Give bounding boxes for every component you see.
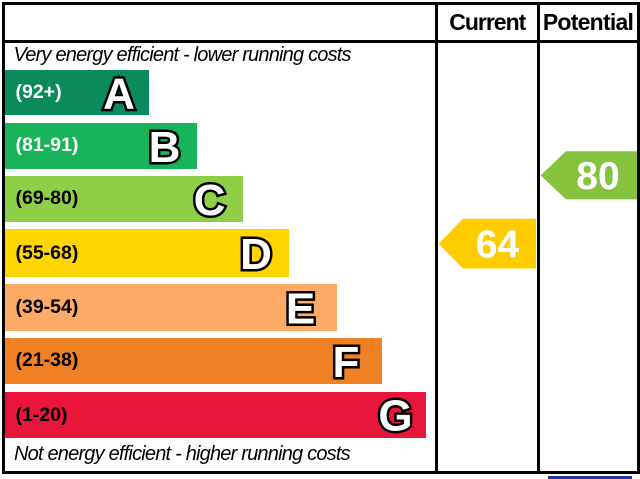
svg-text:D: D <box>240 230 272 279</box>
svg-text:F: F <box>333 338 360 387</box>
svg-text:A: A <box>103 70 135 119</box>
svg-text:G: G <box>378 392 412 441</box>
svg-text:64: 64 <box>476 224 520 267</box>
svg-text:80: 80 <box>576 155 619 198</box>
svg-text:C: C <box>194 176 226 225</box>
svg-text:E: E <box>286 284 315 333</box>
svg-text:B: B <box>149 123 181 172</box>
